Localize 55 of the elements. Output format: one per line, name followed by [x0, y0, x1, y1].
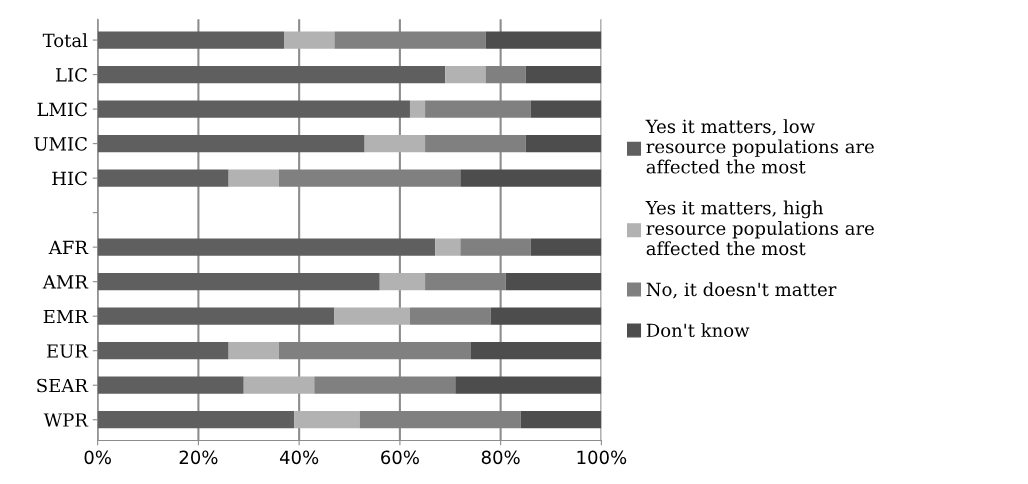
bar — [490, 307, 602, 325]
y-tick-label: AMR — [42, 275, 89, 289]
bar — [97, 273, 380, 291]
bar — [460, 169, 602, 187]
bar — [470, 342, 602, 360]
legend-label: Yes it matters, low resource populations are affected the most — [645, 119, 874, 174]
bar — [97, 238, 436, 256]
y-tick-label: LMIC — [37, 102, 87, 117]
x-tick-label: 60% — [381, 450, 419, 465]
bar — [525, 134, 602, 153]
bar — [97, 411, 295, 429]
bar — [379, 273, 426, 291]
y-tick-label: HIC — [52, 171, 87, 186]
bar — [505, 273, 602, 291]
bar — [243, 376, 315, 394]
x-tick-label: 20% — [179, 450, 218, 465]
x-tick-label: 80% — [481, 450, 520, 465]
bar — [97, 65, 446, 84]
legend-label: Don't know — [646, 323, 750, 338]
bar — [284, 31, 335, 49]
bar — [97, 376, 244, 394]
bar — [520, 411, 602, 429]
y-tick-label: EUR — [46, 344, 89, 358]
bar — [409, 100, 426, 118]
legend-label: Yes it matters, high resource populations are affected the most — [645, 200, 874, 256]
bar — [97, 169, 229, 187]
y-tick-label: EMR — [43, 309, 89, 324]
bar — [97, 31, 285, 49]
bar — [445, 65, 486, 84]
y-tick-label: Total — [42, 33, 88, 48]
y-tick-label: LIC — [56, 68, 87, 82]
bar — [97, 307, 335, 325]
bar — [530, 100, 602, 118]
y-tick-label: UMIC — [34, 137, 87, 151]
x-tick-label: 40% — [279, 450, 319, 465]
bar — [435, 238, 461, 256]
y-tick-label: SEAR — [37, 378, 89, 393]
y-tick-label: AFR — [48, 240, 89, 255]
legend-label: No, it doesn't matter — [646, 282, 837, 299]
bar — [455, 376, 602, 394]
x-tick-label: 100% — [577, 450, 627, 465]
x-tick-label: 0% — [84, 450, 111, 465]
bar — [334, 307, 410, 325]
y-tick-label: WPR — [43, 413, 89, 427]
bar — [530, 238, 602, 256]
bar — [97, 134, 365, 153]
bar — [364, 134, 426, 153]
bar — [97, 342, 229, 360]
bar — [294, 411, 360, 429]
bar — [409, 307, 491, 325]
bar — [525, 65, 602, 84]
bar — [228, 169, 279, 187]
bar — [228, 342, 279, 360]
bar — [485, 31, 602, 49]
bar — [97, 100, 410, 118]
